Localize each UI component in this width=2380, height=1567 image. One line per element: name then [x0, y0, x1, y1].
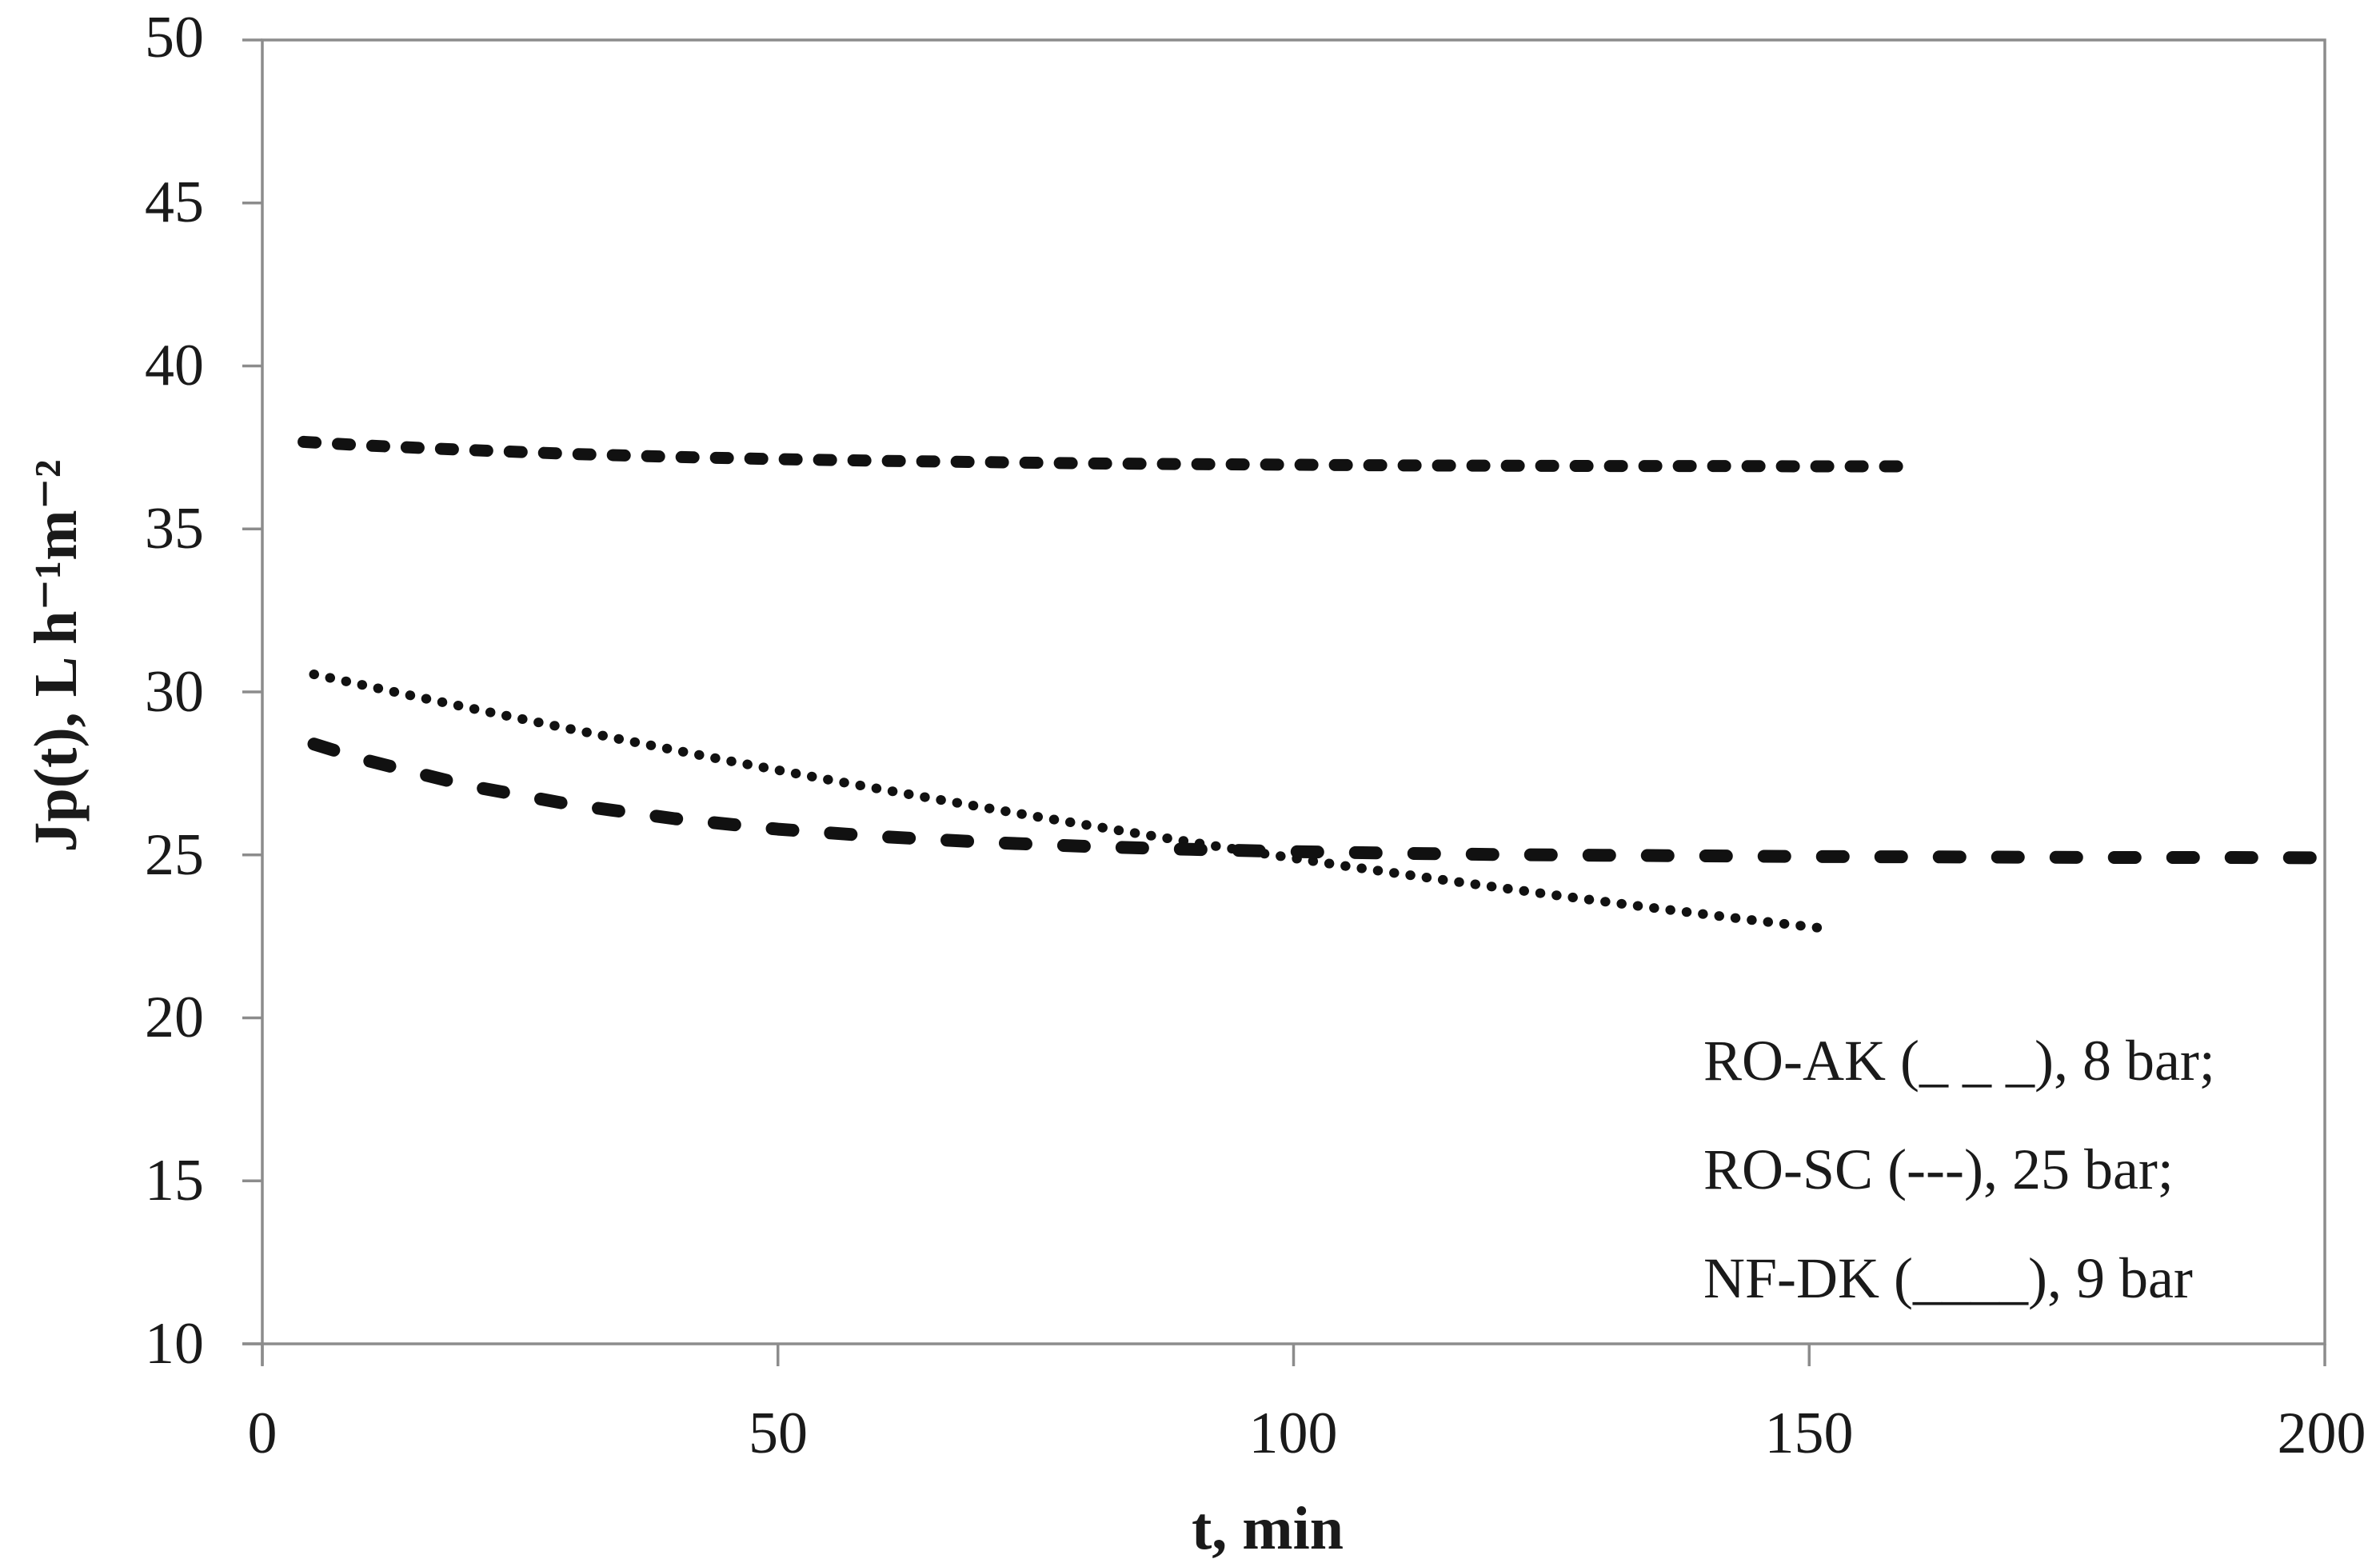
x-tick-label: 0 — [247, 1401, 278, 1466]
y-tick-label: 20 — [145, 985, 204, 1050]
x-axis-title: t, min — [1192, 1495, 1344, 1562]
y-tick-label: 40 — [145, 333, 204, 398]
y-tick-label: 50 — [145, 5, 204, 70]
legend-entry-ro-ak: RO-AK (_ _ _), 8 bar; — [1703, 1029, 2215, 1093]
y-tick-label: 35 — [145, 496, 204, 562]
x-tick-label: 200 — [2277, 1401, 2366, 1466]
legend-entry-nf-dk: NF-DK (____), 9 bar — [1703, 1246, 2193, 1310]
x-tick-label: 150 — [1764, 1401, 1854, 1466]
x-tick-label: 100 — [1248, 1401, 1338, 1466]
y-tick-label: 15 — [145, 1148, 204, 1213]
series-line-ro-sc — [298, 435, 1919, 473]
y-axis-title: Jp(t), L h⁻¹m⁻² — [22, 459, 90, 853]
legend-entry-ro-sc: RO-SC (---), 25 bar; — [1703, 1137, 2174, 1201]
x-tick-label: 50 — [749, 1401, 808, 1466]
y-tick-label: 30 — [145, 659, 204, 725]
legend: RO-AK (_ _ _), 8 bar; RO-SC (---), 25 ba… — [1703, 1006, 2215, 1333]
series-line-ro-ak — [307, 738, 2322, 865]
y-tick-label: 25 — [145, 822, 204, 888]
y-tick-label: 10 — [145, 1311, 204, 1377]
series-line-nf-dk — [309, 670, 1825, 933]
y-tick-label: 45 — [145, 170, 204, 235]
